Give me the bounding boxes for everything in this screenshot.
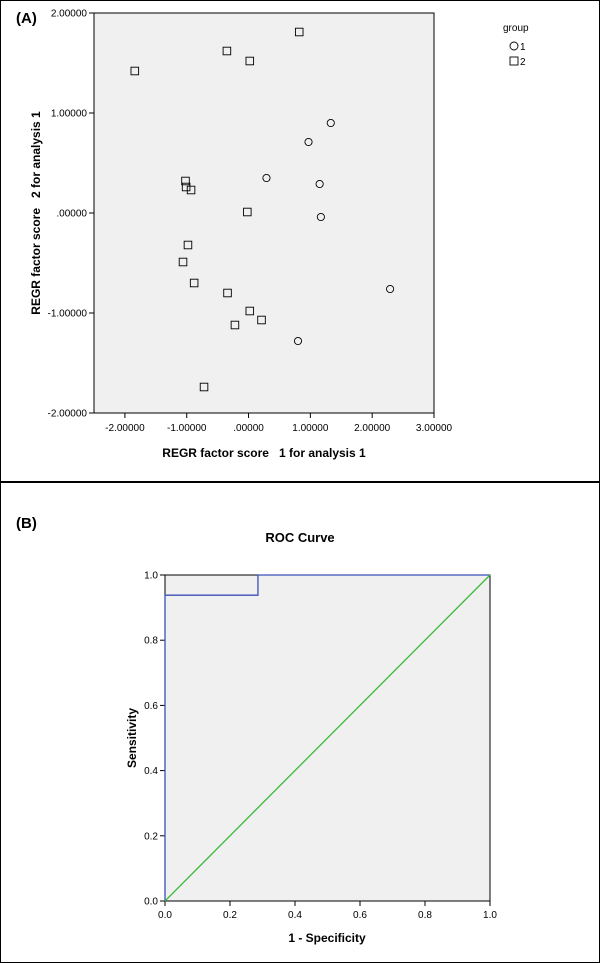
scatter-point-group-1 [326, 118, 335, 128]
scatter-y-axis: -2.00000 -1.00000 .00000 1.00000 2.00000 [48, 9, 94, 420]
roc-x-tick-label: 0.8 [418, 910, 432, 921]
scatter-x-tick-label: 2.00000 [354, 423, 391, 434]
roc-x-tick-label: 0.4 [288, 910, 302, 921]
scatter-plot-area [93, 12, 435, 414]
scatter-point-group-2 [230, 320, 240, 330]
panel-a-label: (A) [16, 10, 37, 27]
panel-a: (A) -2.00000-1.00000.000001.000002.00000… [0, 0, 600, 482]
scatter-y-axis-title: REGR factor score 2 for analysis 1 [29, 111, 43, 315]
panel-b: (B) ROC Curve 0.00.20.40.60.81.0 0.0 0.2 0… [0, 482, 600, 963]
scatter-point-group-2 [245, 306, 255, 316]
roc-x-tick-label: 0.0 [158, 910, 172, 921]
legend-title: group [503, 23, 529, 34]
scatter-point-group-2 [222, 46, 232, 56]
legend-circle-marker [509, 41, 519, 51]
scatter-point-group-2 [130, 66, 140, 76]
scatter-point-group-2 [245, 56, 255, 66]
roc-lines [164, 574, 491, 902]
reference-diagonal-line [164, 574, 491, 902]
panel-b-label: (B) [16, 515, 37, 532]
scatter-point-group-1 [293, 336, 303, 346]
scatter-point-group-1 [386, 284, 395, 294]
roc-y-axis-title: Sensitivity [125, 708, 139, 768]
scatter-point-group-1 [315, 179, 324, 189]
scatter-point-group-2 [186, 185, 196, 195]
roc-x-tick-label: 0.6 [353, 910, 367, 921]
scatter-point-group-1 [316, 212, 325, 222]
roc-y-tick-label: 1.0 [144, 571, 158, 582]
scatter-point-group-1 [262, 173, 271, 183]
scatter-y-tick-label: -1.00000 [48, 309, 88, 320]
scatter-legend: group 1 2 [503, 23, 529, 68]
roc-curve-line [164, 574, 490, 901]
scatter-point-group-2 [178, 257, 188, 267]
scatter-point-group-2 [183, 240, 193, 250]
scatter-x-axis: -2.00000 -1.00000 .00000 1.00000 2.00000 3.00… [105, 413, 453, 434]
scatter-point-group-2 [199, 382, 209, 392]
roc-y-tick-label: 0.8 [144, 636, 158, 647]
scatter-x-tick-label: 3.00000 [416, 423, 453, 434]
scatter-point-group-2 [294, 27, 304, 37]
scatter-x-tick-label: .00000 [233, 423, 264, 434]
scatter-point-group-2 [181, 176, 190, 186]
scatter-point-group-2 [243, 207, 252, 217]
roc-chart-title: ROC Curve [265, 530, 334, 545]
scatter-point-group-2 [189, 278, 199, 288]
legend-entry-1: 1 [520, 42, 526, 53]
roc-y-axis: 0.0 0.2 0.4 0.6 0.8 1.0 [144, 571, 165, 908]
scatter-point-group-1 [304, 137, 313, 147]
legend-square-marker [509, 56, 519, 66]
scatter-x-tick-label: -1.00000 [167, 423, 207, 434]
roc-x-tick-label: 0.2 [223, 910, 237, 921]
scatter-point-group-2 [181, 182, 191, 192]
roc-y-tick-label: 0.2 [144, 831, 158, 842]
roc-y-tick-label: 0.0 [144, 897, 158, 908]
scatter-y-tick-label: 2.00000 [51, 9, 88, 20]
scatter-y-tick-label: -2.00000 [48, 409, 88, 420]
roc-x-tick-label: 1.0 [483, 910, 497, 921]
scatter-x-axis-title: REGR factor score 1 for analysis 1 [162, 446, 366, 460]
scatter-y-tick-label: 1.00000 [51, 109, 88, 120]
roc-y-tick-label: 0.6 [144, 701, 158, 712]
scatter-x-tick-label: -2.00000 [105, 423, 145, 434]
roc-y-tick-label: 0.4 [144, 766, 158, 777]
scatter-point-group-2 [257, 315, 266, 325]
legend-entry-2: 2 [520, 57, 526, 68]
scatter-y-tick-label: .00000 [56, 209, 87, 220]
roc-x-axis-title: 1 - Specificity [288, 931, 366, 945]
scatter-x-tick-label: 1.00000 [292, 423, 329, 434]
roc-x-axis: 0.0 0.2 0.4 0.6 0.8 1.0 [158, 901, 497, 921]
scatter-point-group-2 [223, 288, 232, 298]
scatter-points [130, 27, 395, 392]
